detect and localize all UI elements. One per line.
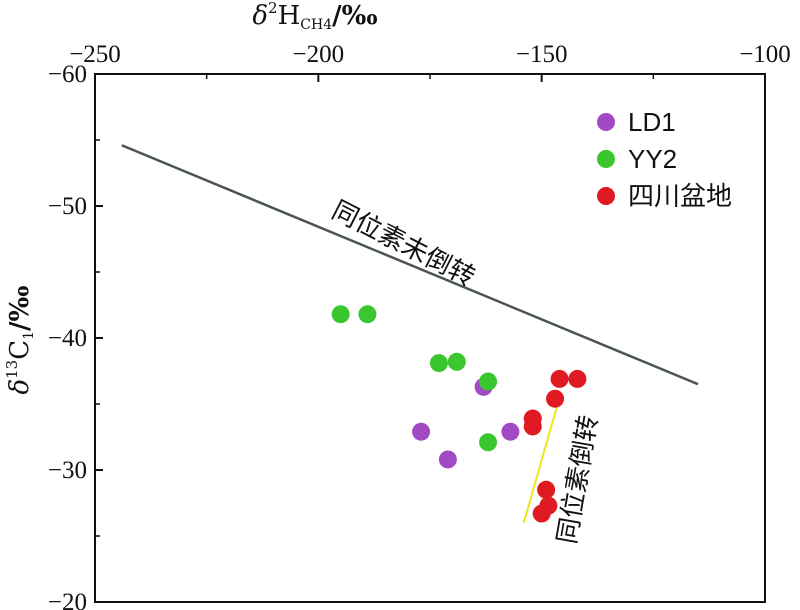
x-tick-label: −150 xyxy=(516,41,568,68)
point-sichuan-basin xyxy=(523,417,542,436)
reference-lines xyxy=(121,144,699,524)
y-tick-label: −20 xyxy=(48,589,87,610)
point-yy2 xyxy=(358,305,377,324)
x-axis-title-delta: δ xyxy=(252,1,268,31)
y-tick-label: −50 xyxy=(48,193,87,220)
legend: LD1 YY2 四川盆地 xyxy=(597,107,732,211)
x-tick-label: −100 xyxy=(739,41,791,68)
legend-label: 四川盆地 xyxy=(628,181,732,211)
y-axis-title-delta: δ xyxy=(5,379,35,395)
point-sichuan-basin xyxy=(550,369,569,388)
x-axis-title-H: H xyxy=(278,1,301,31)
point-ld1 xyxy=(501,422,520,441)
svg-text:δ13C1/‰: δ13C1/‰ xyxy=(3,285,37,394)
point-ld1 xyxy=(412,422,431,441)
legend-marker xyxy=(597,113,615,131)
point-sichuan-basin xyxy=(537,480,556,499)
y-axis-ticks: −60 −50 −40 −30 −20 xyxy=(48,61,103,610)
x-tick-label: −250 xyxy=(69,41,121,68)
trend-label: 同位素倒转 xyxy=(552,413,604,546)
point-yy2 xyxy=(429,354,448,373)
data-points xyxy=(331,305,587,523)
y-axis-title-C: C xyxy=(5,340,35,360)
y-axis-title-unit: /‰ xyxy=(5,285,35,331)
point-sichuan-basin xyxy=(568,369,587,388)
x-tick-label: −200 xyxy=(293,41,345,68)
y-axis-title: δ13C1/‰ xyxy=(3,285,37,394)
x-axis-title: δ2HCH4/‰ xyxy=(252,0,377,33)
point-ld1 xyxy=(438,450,457,469)
x-axis-title-sup: 2 xyxy=(268,0,278,17)
point-yy2 xyxy=(447,352,466,371)
legend-marker xyxy=(597,150,615,168)
y-tick-label: −40 xyxy=(48,325,87,352)
boundary-label: 同位素未倒转 xyxy=(327,196,480,294)
x-axis-ticks: −250 −200 −150 −100 xyxy=(69,41,791,82)
y-tick-label: −30 xyxy=(48,457,87,484)
reversal-boundary-line xyxy=(121,144,699,386)
y-tick-label: −60 xyxy=(48,61,87,88)
y-axis-title-sup: 13 xyxy=(3,360,21,379)
point-sichuan-basin xyxy=(546,389,565,408)
point-yy2 xyxy=(479,372,498,391)
point-yy2 xyxy=(331,305,350,324)
y-axis-title-sub: 1 xyxy=(21,331,37,340)
point-yy2 xyxy=(479,433,498,452)
legend-label: LD1 xyxy=(628,107,676,137)
x-axis-title-unit: /‰ xyxy=(332,1,378,31)
point-sichuan-basin xyxy=(532,504,551,523)
x-axis-title-sub: CH4 xyxy=(300,17,332,33)
reversal-trend-line xyxy=(522,397,561,524)
legend-marker xyxy=(597,187,615,205)
legend-label: YY2 xyxy=(628,144,677,174)
